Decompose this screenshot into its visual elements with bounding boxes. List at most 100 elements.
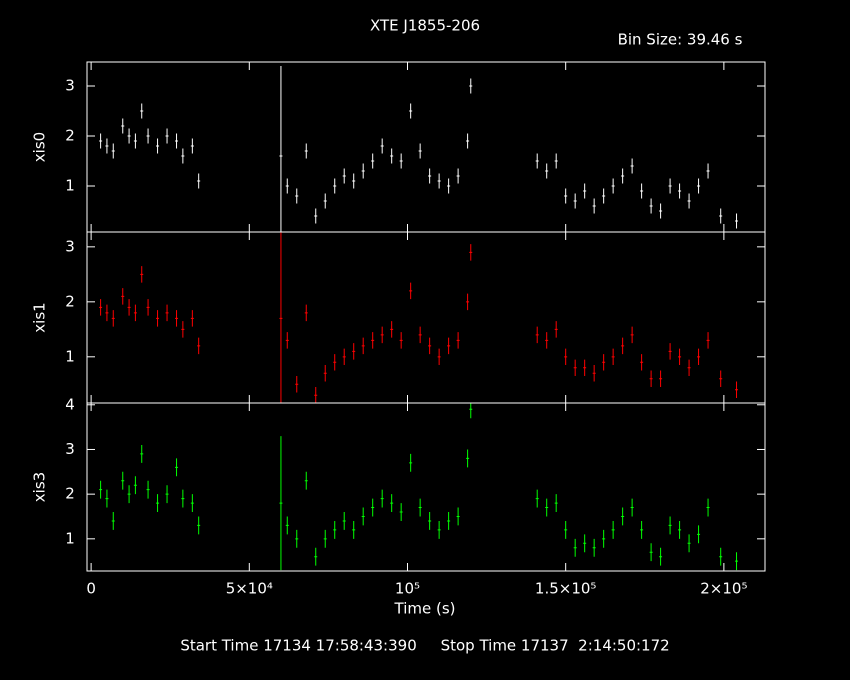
error-point <box>304 304 308 322</box>
error-point <box>175 133 179 149</box>
error-point <box>573 359 577 377</box>
panel-frame <box>86 402 766 572</box>
error-point <box>181 321 185 338</box>
error-point <box>668 178 672 194</box>
error-point <box>99 480 103 499</box>
error-point <box>687 193 691 209</box>
error-point <box>735 552 739 571</box>
x-tick-label: 5×10⁴ <box>226 580 273 598</box>
y-tick-label: 2 <box>65 292 75 310</box>
error-point <box>181 489 185 508</box>
error-point <box>611 520 615 539</box>
error-point <box>111 310 115 327</box>
error-point <box>678 348 682 366</box>
y-tick-label: 3 <box>65 237 75 255</box>
error-point <box>140 445 144 463</box>
bin-size: Bin Size: 39.46 s <box>618 31 743 49</box>
error-point <box>105 304 109 322</box>
error-point <box>380 326 384 344</box>
error-point <box>611 348 615 366</box>
error-point <box>279 66 283 232</box>
chart-title: XTE J1855-206 <box>370 17 480 35</box>
error-point <box>121 118 125 134</box>
error-point <box>304 143 308 159</box>
error-point <box>428 337 432 355</box>
error-point <box>418 326 422 344</box>
error-point <box>719 208 723 224</box>
error-point <box>371 332 375 349</box>
error-point <box>146 480 150 499</box>
error-point <box>133 304 137 322</box>
error-point <box>706 163 710 179</box>
error-point <box>554 321 558 338</box>
error-point <box>706 332 710 349</box>
error-point <box>409 103 413 119</box>
error-point <box>371 153 375 169</box>
error-point <box>314 387 318 403</box>
error-point <box>659 547 663 566</box>
error-point <box>418 143 422 159</box>
error-point <box>621 507 625 526</box>
error-point <box>564 188 568 204</box>
error-point <box>99 133 103 149</box>
error-point <box>361 337 365 355</box>
y-tick-label: 3 <box>65 440 75 458</box>
error-point <box>156 494 160 513</box>
error-point <box>399 332 403 349</box>
panel-frame <box>86 61 766 233</box>
error-point <box>583 183 587 199</box>
error-point <box>333 354 337 371</box>
error-point <box>447 512 451 530</box>
error-point <box>418 498 422 517</box>
error-point <box>175 310 179 327</box>
error-point <box>285 332 289 349</box>
error-point <box>630 158 634 174</box>
error-point <box>437 173 441 189</box>
error-point <box>447 337 451 355</box>
error-point <box>197 173 201 189</box>
error-point <box>190 138 194 154</box>
error-point <box>295 188 299 204</box>
error-point <box>428 512 432 530</box>
error-point <box>466 293 470 311</box>
error-point <box>469 244 473 261</box>
y-axis-label: xis1 <box>31 302 49 332</box>
x-tick-label: 2×10⁵ <box>700 580 747 598</box>
x-tick-label: 10⁵ <box>395 580 420 598</box>
error-point <box>140 103 144 119</box>
error-point <box>545 332 549 349</box>
error-point <box>659 370 663 388</box>
error-point <box>719 370 723 388</box>
error-point <box>380 489 384 508</box>
error-point <box>409 282 413 300</box>
x-axis-label: Time (s) <box>394 600 456 618</box>
error-point <box>156 138 160 154</box>
error-point <box>428 168 432 184</box>
y-axis-label: xis0 <box>31 132 49 162</box>
error-point <box>121 471 125 490</box>
error-point <box>640 183 644 199</box>
y-tick-label: 2 <box>65 485 75 503</box>
error-point <box>687 534 691 553</box>
footer: Start Time 17134 17:58:43:390 Stop Time … <box>180 637 669 655</box>
error-point <box>285 516 289 535</box>
x-tick-label: 1.5×10⁵ <box>535 580 597 598</box>
error-point <box>105 489 109 508</box>
error-point <box>697 525 701 544</box>
error-point <box>146 128 150 144</box>
error-point <box>649 198 653 214</box>
error-point <box>314 208 318 224</box>
error-point <box>649 543 653 562</box>
error-point <box>466 133 470 149</box>
error-point <box>197 337 201 355</box>
error-point <box>469 78 473 94</box>
error-point <box>190 494 194 513</box>
error-point <box>602 354 606 371</box>
error-point <box>342 512 346 530</box>
error-point <box>564 520 568 539</box>
error-point <box>197 516 201 535</box>
error-point <box>146 299 150 316</box>
error-point <box>687 359 691 377</box>
error-point <box>352 520 356 539</box>
error-point <box>323 193 327 209</box>
